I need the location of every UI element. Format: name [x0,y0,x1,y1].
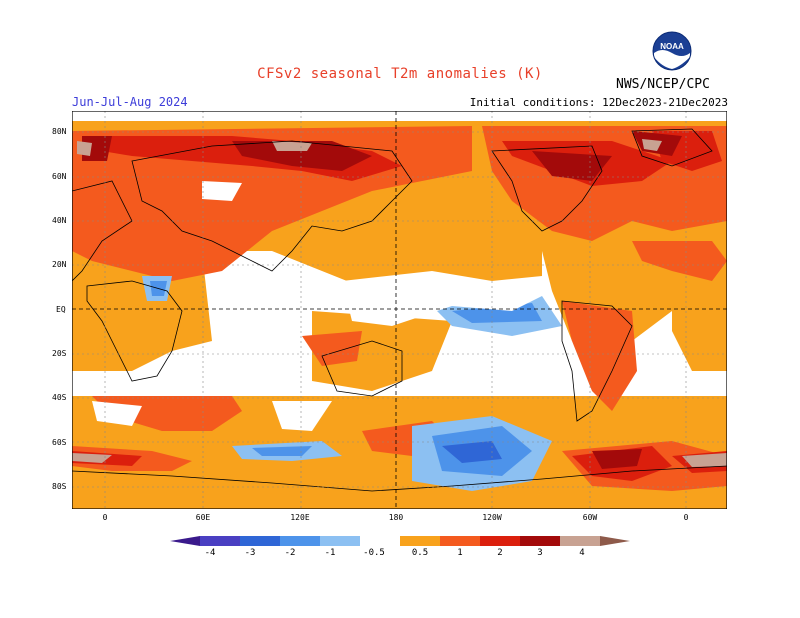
colorbar-label: -2 [284,548,296,558]
anomaly-map [72,111,727,509]
lon-label-180: 180 [388,513,404,522]
forecast-period: Jun-Jul-Aug 2024 [72,95,188,109]
gridlines [72,111,727,509]
lat-label-60s: 60S [52,438,67,447]
lon-label-60w: 60W [582,513,598,522]
anomaly-field-cool-strong [442,441,502,463]
color-scale-bar [170,536,630,546]
colorbar-label: 0.5 [411,548,429,558]
lat-label-80n: 80N [52,127,67,136]
colorbar-label: -1 [324,548,336,558]
lat-label-20s: 20S [52,349,67,358]
colorbar-label: -4 [204,548,216,558]
lon-label-120e: 120E [290,513,310,522]
colorbar-label: -0.5 [363,548,385,558]
equator-dateline [72,111,727,509]
noaa-logo-icon: NOAA [652,31,692,71]
lat-label-40s: 40S [52,393,67,402]
anomaly-field-4-plus [72,139,727,467]
colorbar-label: 3 [537,548,543,558]
lat-label-40n: 40N [52,216,67,225]
lon-label-0-east: 0 [683,513,689,522]
colorbar-label: -3 [244,548,256,558]
lon-label-60e: 60E [195,513,211,522]
anomaly-field-cool-mid [150,281,542,476]
map-title: CFSv2 seasonal T2m anomalies (K) [257,66,543,82]
initial-conditions: Initial conditions: 12Dec2023-21Dec2023 [469,96,728,109]
lat-label-60n: 60N [52,172,67,181]
colorbar-label: 1 [457,548,463,558]
agency-label: NWS/NCEP/CPC [616,77,710,92]
anomaly-field-neutral [92,181,552,431]
colorbar-label: 4 [579,548,585,558]
lon-label-120w: 120W [482,513,502,522]
colorbar-label: 2 [497,548,503,558]
lat-label-80s: 80S [52,482,67,491]
lon-label-0: 0 [102,513,108,522]
logo-text: NOAA [660,42,684,51]
lat-label-20n: 20N [52,260,67,269]
lat-label-eq: EQ [56,305,66,314]
